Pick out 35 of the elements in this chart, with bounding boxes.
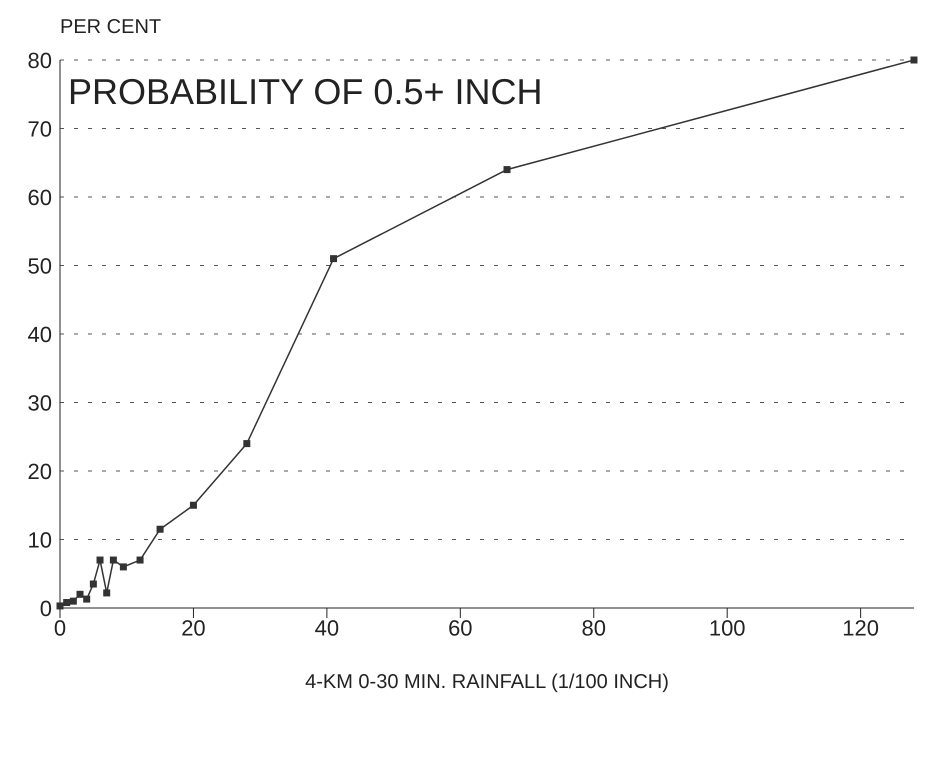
point [76,590,84,598]
point [90,580,97,588]
point [156,526,164,533]
point [190,502,197,509]
point [120,563,127,570]
y-tick-label: 0 [40,596,52,621]
y-tick-label: 70 [28,116,52,142]
x-tick-label: 40 [314,616,340,641]
x-tick-label: 100 [708,616,746,641]
point [103,589,110,596]
point [910,56,918,64]
point [110,556,117,564]
x-axis-title: 4-KM 0-30 MIN. RAINFALL (1/100 INCH) [305,671,669,693]
x-tick-label: 120 [842,616,879,641]
y-tick-label: 60 [28,184,52,210]
x-tick-label: 60 [448,616,473,641]
chart-title: PROBABILITY OF 0.5+ INCH [68,71,542,112]
x-tick-label: 20 [181,616,206,641]
point [504,166,511,174]
point [243,440,250,448]
x-tick-label: 80 [582,616,606,641]
point [330,255,338,262]
point [56,602,64,610]
point [70,598,77,605]
y-tick-label: 10 [28,527,52,552]
point [136,556,144,564]
y-tick-label: 80 [28,48,52,73]
y-tick-label: 30 [28,390,52,416]
point [96,556,104,564]
point [83,596,90,603]
y-tick-label: 20 [28,458,52,484]
y-axis-title: PER CENT [60,16,162,39]
y-tick-label: 40 [28,322,52,347]
point [63,599,70,606]
y-tick-label: 50 [28,253,52,278]
